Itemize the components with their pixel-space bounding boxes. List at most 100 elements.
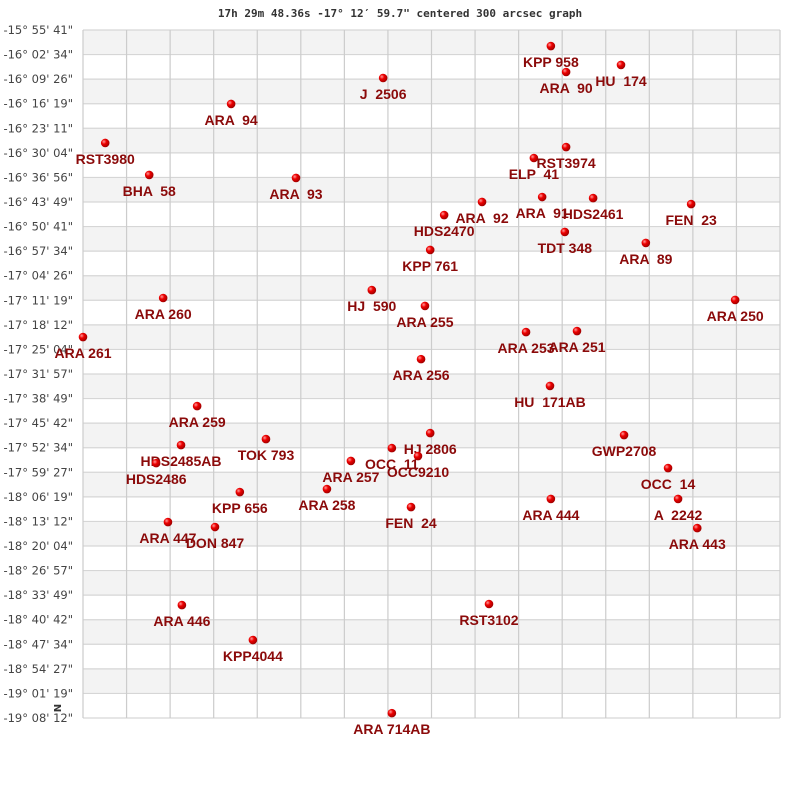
star-dot[interactable] [177, 600, 187, 610]
star-marker[interactable]: ARA 256 [393, 354, 450, 383]
star-dot[interactable] [692, 523, 702, 533]
star-dot[interactable] [663, 463, 673, 473]
star-dot[interactable] [100, 138, 110, 148]
star-marker[interactable]: HU 174 [595, 60, 647, 89]
star-marker[interactable]: KPP4044 [223, 635, 283, 664]
star-dot[interactable] [210, 522, 220, 532]
star-marker[interactable]: HDS2486 [126, 458, 187, 487]
star-marker[interactable]: HU 171AB [514, 381, 586, 410]
star-dot[interactable] [413, 451, 423, 461]
star-dot[interactable] [425, 245, 435, 255]
star-dot[interactable] [163, 517, 173, 527]
star-marker[interactable]: OCC 11 [365, 443, 419, 472]
star-marker[interactable]: BHA 58 [123, 170, 176, 199]
star-marker[interactable]: ARA 89 [619, 238, 673, 267]
star-dot[interactable] [226, 99, 236, 109]
star-dot[interactable] [387, 443, 397, 453]
star-dot[interactable] [673, 494, 683, 504]
star-dot[interactable] [521, 327, 531, 337]
star-marker[interactable]: HDS2470 [414, 210, 475, 239]
star-marker[interactable]: ARA 447 [139, 517, 197, 546]
star-marker[interactable]: J 2506 [360, 73, 407, 102]
star-dot[interactable] [192, 401, 202, 411]
star-label: ARA 714AB [353, 721, 430, 737]
star-dot[interactable] [537, 192, 547, 202]
star-dot[interactable] [484, 599, 494, 609]
star-marker[interactable]: ARA 261 [54, 332, 112, 361]
star-dot[interactable] [144, 170, 154, 180]
star-marker[interactable]: HDS2461 [563, 193, 624, 222]
star-marker[interactable]: A 2242 [654, 494, 703, 523]
star-marker[interactable]: ARA 94 [205, 99, 258, 128]
star-dot[interactable] [248, 635, 258, 645]
star-marker[interactable]: OCC9210 [387, 451, 449, 480]
star-marker[interactable]: HDS2485AB [141, 440, 222, 469]
star-marker[interactable]: FEN 23 [665, 199, 717, 228]
star-dot[interactable] [477, 197, 487, 207]
star-dot[interactable] [416, 354, 426, 364]
star-dot[interactable] [176, 440, 186, 450]
star-label: TDT 348 [538, 240, 593, 256]
star-dot[interactable] [235, 487, 245, 497]
star-dot[interactable] [387, 708, 397, 718]
star-marker[interactable]: ELP 41 [509, 153, 560, 182]
star-marker[interactable]: HJ 590 [347, 285, 397, 314]
star-dot[interactable] [261, 434, 271, 444]
star-dot[interactable] [546, 41, 556, 51]
star-dot[interactable] [425, 428, 435, 438]
star-marker[interactable]: ARA 257 [322, 456, 380, 485]
star-dot[interactable] [546, 494, 556, 504]
star-dot[interactable] [545, 381, 555, 391]
star-dot[interactable] [406, 502, 416, 512]
star-dot[interactable] [686, 199, 696, 209]
star-marker[interactable]: GWP2708 [592, 430, 657, 459]
star-marker[interactable]: ARA 250 [707, 295, 764, 324]
star-marker[interactable]: OCC 14 [641, 463, 696, 492]
star-dot[interactable] [730, 295, 740, 305]
star-marker[interactable]: ARA 714AB [353, 708, 430, 737]
star-dot[interactable] [572, 326, 582, 336]
star-marker[interactable]: FEN 24 [385, 502, 437, 531]
star-marker[interactable]: ARA 91 [516, 192, 569, 221]
star-marker[interactable]: ARA 259 [169, 401, 226, 430]
star-dot[interactable] [346, 456, 356, 466]
star-dot[interactable] [561, 142, 571, 152]
star-dot[interactable] [641, 238, 651, 248]
star-marker[interactable]: RST3980 [76, 138, 135, 167]
star-marker[interactable]: ARA 251 [548, 326, 606, 355]
star-marker[interactable]: RST3974 [537, 142, 596, 171]
star-marker[interactable]: TDT 348 [538, 227, 593, 256]
star-dot[interactable] [616, 60, 626, 70]
star-dot[interactable] [378, 73, 388, 83]
star-marker[interactable]: ARA 90 [540, 67, 593, 96]
star-dot[interactable] [588, 193, 598, 203]
star-marker[interactable]: ARA 253 [497, 327, 555, 356]
star-marker[interactable]: ARA 92 [455, 197, 509, 226]
star-marker[interactable]: KPP 656 [212, 487, 268, 516]
star-dot[interactable] [158, 293, 168, 303]
star-dot[interactable] [322, 484, 332, 494]
star-marker[interactable]: ARA 255 [396, 301, 454, 330]
star-marker[interactable]: ARA 258 [298, 484, 356, 513]
star-marker[interactable]: ARA 260 [135, 293, 192, 322]
star-marker[interactable]: KPP 958 [523, 41, 579, 70]
star-dot[interactable] [529, 153, 539, 163]
star-dot[interactable] [367, 285, 377, 295]
star-dot[interactable] [619, 430, 629, 440]
star-dot[interactable] [561, 67, 571, 77]
star-dot[interactable] [439, 210, 449, 220]
star-dot[interactable] [78, 332, 88, 342]
star-dot[interactable] [291, 173, 301, 183]
star-dot[interactable] [560, 227, 570, 237]
star-marker[interactable]: ARA 446 [153, 600, 211, 629]
star-dot[interactable] [151, 458, 161, 468]
star-marker[interactable]: ARA 443 [669, 523, 726, 552]
star-marker[interactable]: RST3102 [459, 599, 519, 628]
star-marker[interactable]: TOK 793 [238, 434, 295, 463]
star-label: ARA 250 [707, 308, 764, 324]
star-marker[interactable]: DON 847 [186, 522, 245, 551]
star-dot[interactable] [420, 301, 430, 311]
star-marker[interactable]: KPP 761 [402, 245, 458, 274]
star-marker[interactable]: ARA 93 [269, 173, 323, 202]
star-marker[interactable]: ARA 444 [522, 494, 580, 523]
